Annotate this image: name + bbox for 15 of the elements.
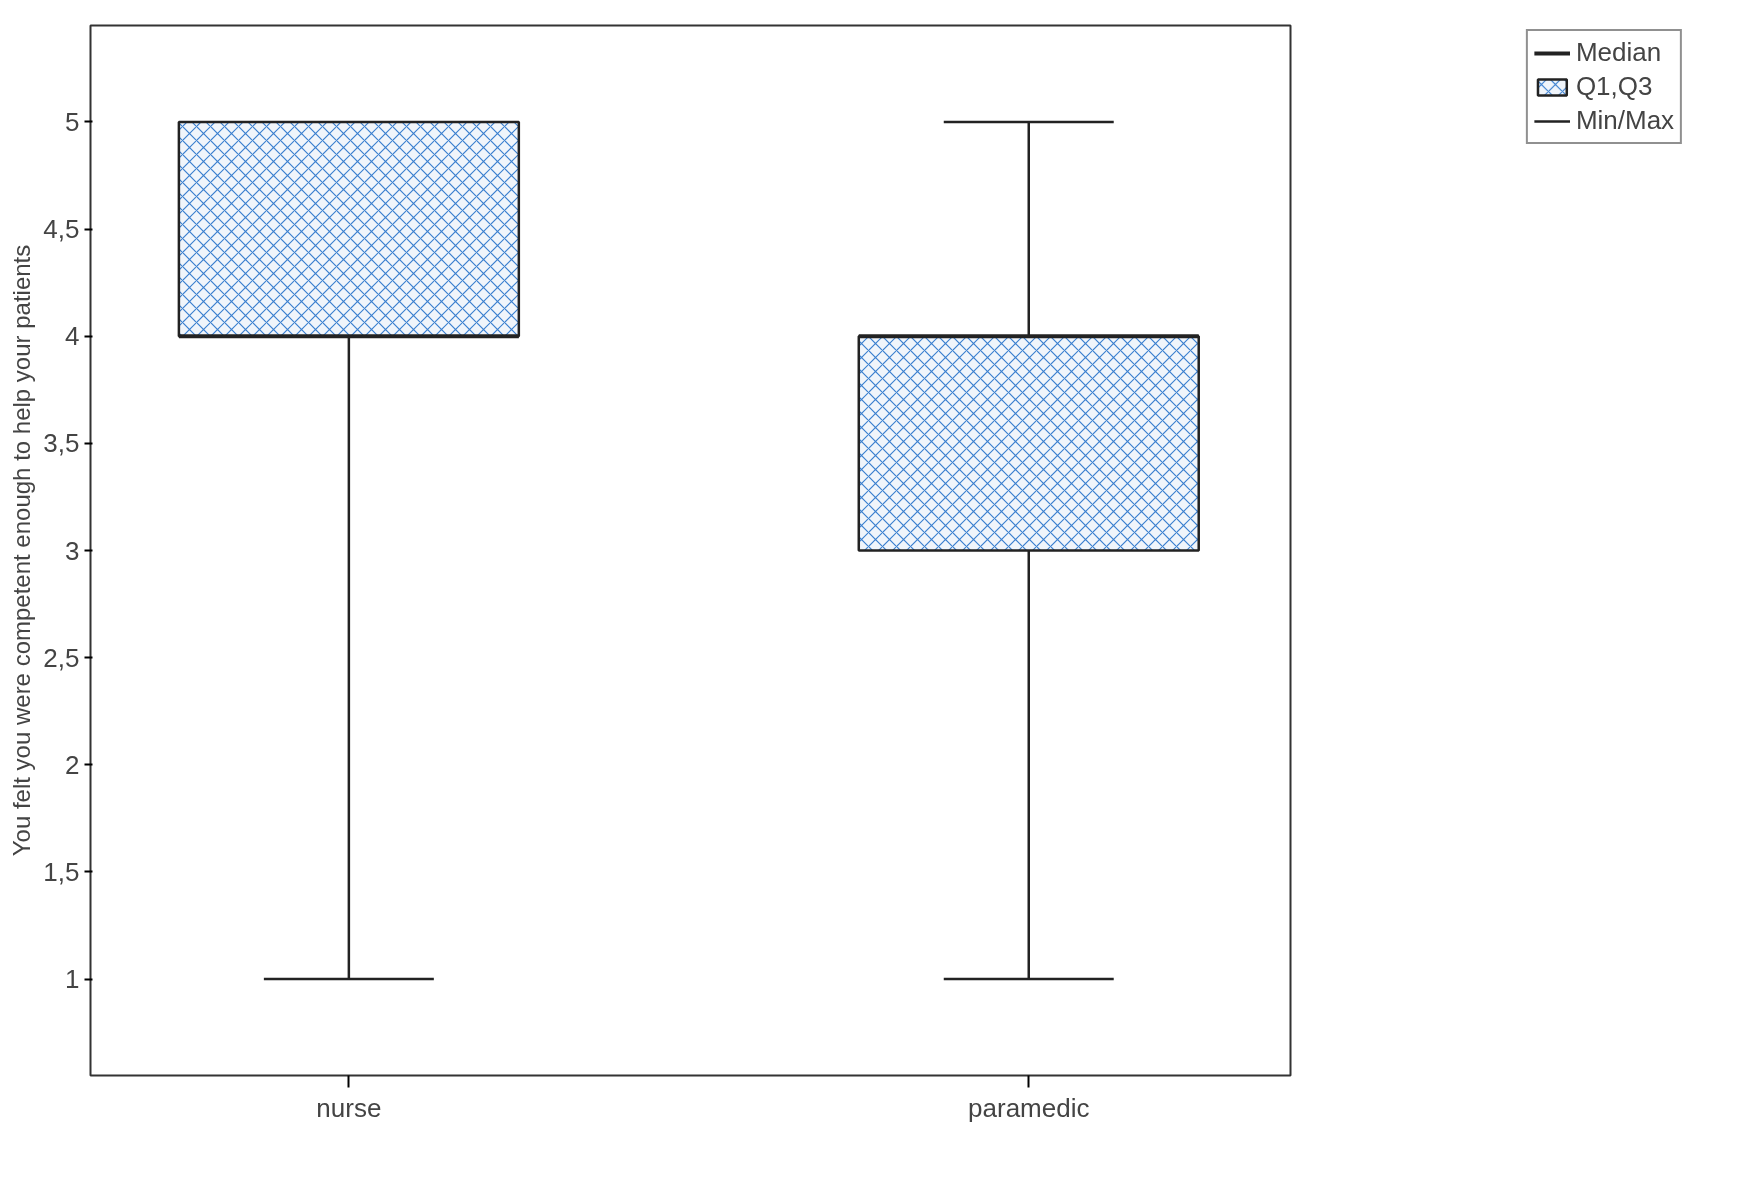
text: Median: [1575, 37, 1662, 68]
y-tick-label: 4: [65, 321, 80, 352]
text: Min/Max: [1575, 105, 1675, 136]
y-tick-label: 2: [65, 749, 80, 780]
y-axis-title: You felt you were competent enough to help your patients: [8, 244, 36, 857]
legend-label: Q1,Q3: [1575, 71, 1653, 102]
y-tick-label: 3: [65, 535, 80, 566]
y-tick-label: 3,5: [43, 428, 80, 459]
x-tick-label: paramedic: [968, 1092, 1090, 1123]
y-tick-label: 2,5: [43, 642, 80, 673]
y-tick-label: 4,5: [43, 214, 80, 245]
y-tick-label: 1: [65, 964, 80, 995]
y-tick-label: 5: [65, 106, 80, 137]
x-tick-label: nurse: [316, 1092, 382, 1123]
y-tick-label: 1,5: [43, 856, 80, 887]
